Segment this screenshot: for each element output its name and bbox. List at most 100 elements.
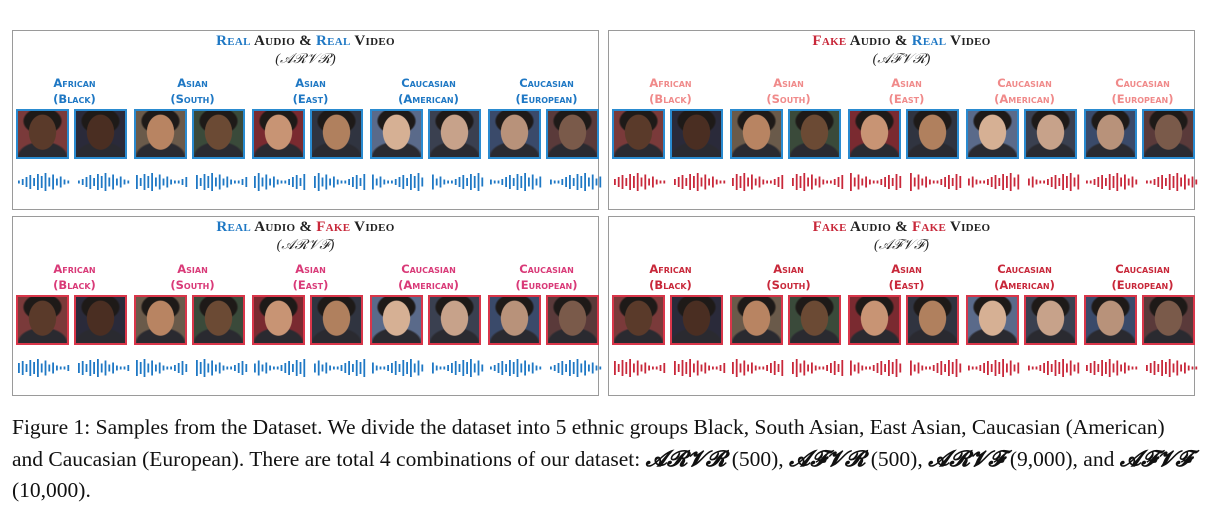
waveform-bar bbox=[355, 360, 358, 376]
waveform-bar bbox=[689, 174, 691, 190]
waveform-bar bbox=[1054, 360, 1057, 376]
group-label: Caucasian bbox=[519, 262, 574, 276]
face-thumbnail bbox=[966, 109, 1019, 159]
waveform-bar bbox=[89, 175, 92, 189]
waveform-bar bbox=[211, 360, 213, 376]
waveform-bar bbox=[417, 173, 420, 191]
waveform-bar bbox=[1157, 364, 1160, 372]
waveform-bar bbox=[21, 179, 24, 185]
ethnic-group: Asian (South) bbox=[730, 75, 847, 191]
waveform-bar bbox=[955, 359, 958, 377]
waveform-bar bbox=[1086, 365, 1088, 371]
waveform-bar bbox=[932, 365, 935, 371]
group-label: Asian bbox=[177, 76, 208, 90]
waveform-bar bbox=[1153, 179, 1156, 185]
waveform-bar bbox=[512, 178, 515, 186]
waveform-bar bbox=[951, 362, 954, 374]
waveform-bar bbox=[147, 363, 150, 373]
waveform-bar bbox=[1017, 362, 1020, 374]
waveform-bar bbox=[1153, 361, 1156, 375]
waveform-bar bbox=[410, 359, 412, 377]
panel-subtitle: (𝒜ℱ𝒱ℛ) bbox=[872, 52, 931, 67]
waveform-bar bbox=[116, 178, 118, 186]
waveform-bar bbox=[136, 360, 138, 376]
waveform-bar bbox=[25, 177, 28, 187]
waveform-bar bbox=[359, 362, 362, 374]
waveform-bar bbox=[876, 180, 879, 184]
waveform-bar bbox=[1105, 362, 1107, 374]
waveform-bar bbox=[439, 366, 442, 370]
waveform-bar bbox=[470, 174, 472, 190]
waveform-bar bbox=[497, 180, 500, 184]
waveform-bar bbox=[550, 366, 552, 370]
waveform-bar bbox=[299, 178, 302, 186]
waveform-bar bbox=[336, 366, 339, 370]
waveform-bar bbox=[557, 180, 560, 184]
waveform-bar bbox=[884, 177, 886, 187]
waveform-bar bbox=[735, 359, 738, 377]
waveform-bar bbox=[636, 173, 639, 191]
waveform-bar bbox=[269, 178, 271, 186]
waveform-bar bbox=[1135, 366, 1138, 370]
waveform-bar bbox=[230, 179, 232, 185]
face-thumbnail bbox=[848, 295, 901, 345]
waveform-bar bbox=[850, 173, 852, 191]
waveform-bar bbox=[1149, 180, 1152, 184]
waveform-bar bbox=[166, 176, 169, 188]
waveform-bar bbox=[723, 180, 726, 184]
waveform-bar bbox=[770, 180, 772, 184]
waveform-bar bbox=[715, 179, 718, 185]
panel-title-part: Fake bbox=[911, 219, 947, 235]
waveform-bar bbox=[151, 173, 153, 191]
waveform-bar bbox=[1013, 177, 1016, 187]
waveform-bar bbox=[640, 177, 643, 187]
waveform-bar bbox=[1089, 363, 1092, 373]
panel-title-part: Real bbox=[315, 33, 351, 49]
group-label: Caucasian bbox=[1115, 262, 1170, 276]
caption-combo-ArVf: 𝓐𝓡𝓥𝓕 bbox=[928, 446, 1005, 471]
group-sublabel: (East) bbox=[888, 92, 925, 106]
audio-waveform bbox=[614, 173, 726, 191]
waveform-bar bbox=[1073, 364, 1076, 372]
waveform-bar bbox=[97, 359, 99, 377]
waveform-bar bbox=[177, 180, 180, 184]
face-pair bbox=[966, 109, 1083, 161]
waveform-bar bbox=[1062, 174, 1064, 190]
waveform-bar bbox=[747, 364, 749, 372]
waveform-bar bbox=[85, 177, 88, 187]
face-thumbnail bbox=[788, 109, 841, 159]
waveform-bar bbox=[245, 177, 248, 187]
waveform-bar bbox=[443, 366, 446, 370]
waveform-bar bbox=[861, 365, 864, 371]
group-label: Asian bbox=[891, 262, 922, 276]
waveform-bar bbox=[921, 178, 924, 186]
waveform-bar bbox=[826, 180, 828, 184]
panel-ArVf: Real Audio & Fake Video (𝒜ℛ𝒱ℱ) African (Bla… bbox=[12, 216, 602, 396]
waveform-bar bbox=[979, 365, 982, 371]
waveform-bar bbox=[78, 180, 80, 184]
face-pair bbox=[370, 295, 487, 347]
waveform-bar bbox=[1028, 365, 1030, 371]
waveform-bar bbox=[402, 175, 405, 189]
waveform-bar bbox=[344, 363, 347, 373]
panel-title: Fake Audio & Real Video bbox=[609, 33, 1194, 50]
waveform-bar bbox=[222, 178, 225, 186]
waveform-bar bbox=[944, 177, 946, 187]
waveform-bar bbox=[85, 364, 88, 372]
waveform-bar bbox=[1093, 361, 1096, 375]
waveform-bar bbox=[1017, 174, 1020, 190]
waveform-bar bbox=[127, 180, 130, 184]
waveform-bar bbox=[987, 361, 989, 375]
face-thumbnail bbox=[16, 109, 69, 159]
waveform-bar bbox=[677, 364, 680, 372]
waveform-bar bbox=[473, 363, 476, 373]
waveform-bar bbox=[811, 362, 813, 374]
waveform-bar bbox=[466, 362, 468, 374]
face-thumbnail bbox=[670, 109, 723, 159]
waveform-bar bbox=[93, 362, 95, 374]
waveform-bar bbox=[375, 365, 378, 371]
waveform-bar bbox=[557, 363, 560, 373]
group-sublabel: (European) bbox=[515, 92, 578, 106]
waveform-bar bbox=[375, 178, 378, 186]
waveform-bar bbox=[994, 175, 997, 189]
